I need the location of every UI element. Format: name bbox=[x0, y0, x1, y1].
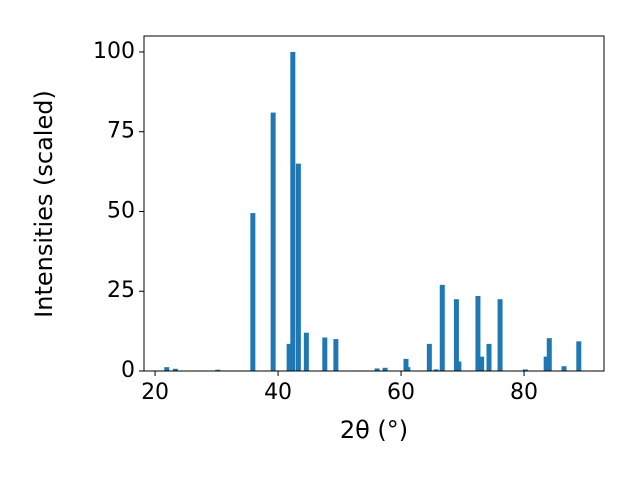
bar bbox=[303, 332, 309, 371]
bar bbox=[215, 369, 221, 371]
bar bbox=[164, 367, 170, 371]
bar bbox=[497, 299, 503, 371]
y-axis-label: Intensities (scaled) bbox=[30, 90, 58, 318]
bar bbox=[250, 213, 256, 371]
bar bbox=[522, 369, 528, 371]
bar bbox=[456, 361, 462, 371]
y-tick-label: 0 bbox=[121, 358, 135, 383]
bar bbox=[333, 339, 339, 371]
bar bbox=[576, 341, 582, 371]
plot-frame bbox=[143, 35, 605, 372]
bar bbox=[479, 356, 485, 371]
bar bbox=[543, 356, 549, 371]
bar bbox=[286, 343, 292, 371]
x-tick-label: 80 bbox=[510, 380, 538, 405]
y-tick-label: 50 bbox=[107, 198, 135, 223]
x-tick-label: 20 bbox=[141, 380, 169, 405]
bar bbox=[433, 369, 439, 371]
bar bbox=[561, 366, 567, 371]
bar bbox=[439, 284, 445, 371]
y-tick-label: 75 bbox=[107, 119, 135, 144]
bar bbox=[290, 51, 296, 371]
bar bbox=[426, 343, 432, 371]
bar bbox=[295, 163, 301, 371]
bar bbox=[546, 338, 552, 371]
bar bbox=[322, 337, 328, 371]
bar bbox=[374, 368, 380, 371]
bar bbox=[475, 296, 481, 371]
y-tick-label: 100 bbox=[93, 39, 135, 64]
x-tick-label: 60 bbox=[387, 380, 415, 405]
bar bbox=[403, 358, 409, 371]
x-tick-label: 40 bbox=[264, 380, 292, 405]
bar bbox=[382, 367, 388, 371]
bar bbox=[172, 368, 178, 371]
y-tick-label: 25 bbox=[107, 278, 135, 303]
x-axis-label: 2θ (°) bbox=[340, 416, 408, 444]
bar bbox=[405, 367, 411, 371]
bar bbox=[453, 299, 459, 371]
bar bbox=[270, 112, 276, 372]
bar bbox=[486, 343, 492, 371]
